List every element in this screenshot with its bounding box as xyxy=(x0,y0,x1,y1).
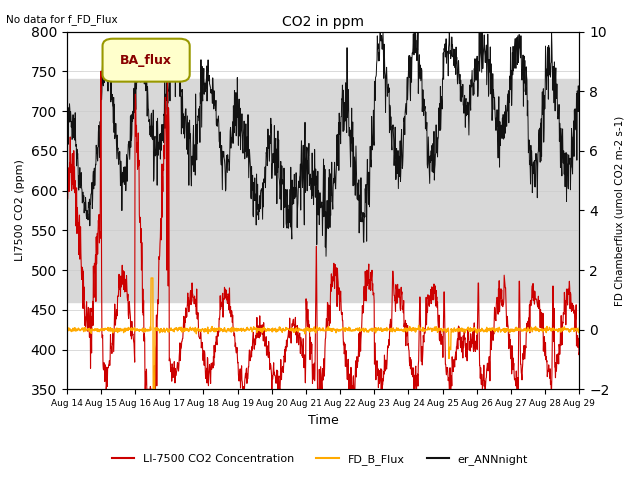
Bar xyxy=(67,79,579,302)
FancyBboxPatch shape xyxy=(102,39,189,82)
Text: BA_flux: BA_flux xyxy=(120,54,172,67)
Text: No data for f_FD_Flux: No data for f_FD_Flux xyxy=(6,14,118,25)
Y-axis label: LI7500 CO2 (ppm): LI7500 CO2 (ppm) xyxy=(15,159,25,262)
Y-axis label: FD Chamberflux (umol CO2 m-2 s-1): FD Chamberflux (umol CO2 m-2 s-1) xyxy=(615,115,625,306)
Title: CO2 in ppm: CO2 in ppm xyxy=(282,15,364,29)
X-axis label: Time: Time xyxy=(308,414,339,427)
Legend: LI-7500 CO2 Concentration, FD_B_Flux, er_ANNnight: LI-7500 CO2 Concentration, FD_B_Flux, er… xyxy=(108,450,532,469)
